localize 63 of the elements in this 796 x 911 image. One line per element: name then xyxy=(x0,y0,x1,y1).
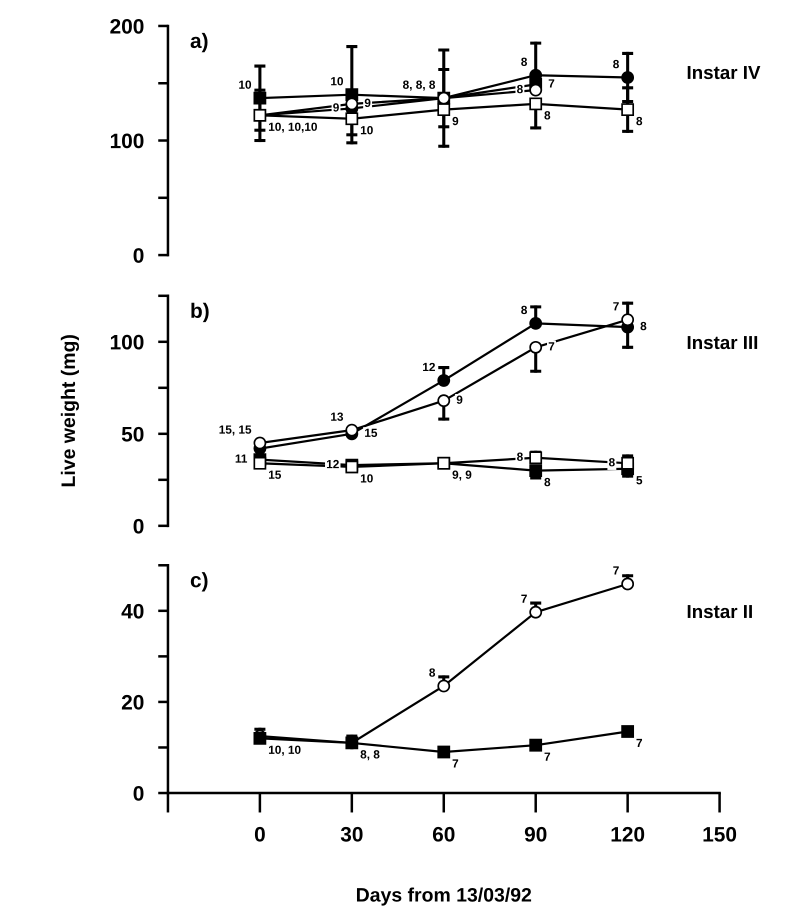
annotation: 8 xyxy=(640,322,646,330)
y-tick-label: 0 xyxy=(134,248,144,263)
annotation: 8, 8, 8 xyxy=(402,80,436,91)
annotation: 10 xyxy=(239,80,252,89)
annotation: 7 xyxy=(613,302,619,310)
annotation: b) xyxy=(191,302,209,322)
annotation: 10, 10 xyxy=(268,746,301,756)
annotation: 8 xyxy=(608,458,615,466)
annotation: 8 xyxy=(517,452,523,461)
annotation: 12 xyxy=(423,362,435,372)
annotation: 7 xyxy=(548,79,554,88)
annotation: 8 xyxy=(429,668,436,677)
y-tick-label: 0 xyxy=(134,518,144,534)
annotation: Instar II xyxy=(688,605,752,618)
annotation: 9 xyxy=(452,116,458,126)
annotation: 11 xyxy=(236,454,248,463)
y-tick-label: 40 xyxy=(121,604,144,619)
annotation: 15 xyxy=(365,428,378,437)
y-tick-label: 20 xyxy=(122,694,144,710)
x-tick-label: 30 xyxy=(340,826,363,842)
annotation: 7 xyxy=(452,759,458,768)
annotation: 8 xyxy=(521,58,528,66)
annotation: 8 xyxy=(613,60,619,68)
annotation: 9 xyxy=(364,98,370,108)
annotation: 9, 9 xyxy=(452,470,472,481)
y-tick-label: 200 xyxy=(110,18,144,34)
annotation: c) xyxy=(190,572,208,592)
annotation: 7 xyxy=(544,752,550,761)
annotation: 8 xyxy=(636,116,642,126)
annotation: 13 xyxy=(331,412,344,421)
annotation: 10 xyxy=(360,126,373,134)
x-tick-label: 120 xyxy=(612,826,644,842)
x-tick-label: 60 xyxy=(432,826,455,842)
annotation: a) xyxy=(190,32,208,52)
annotation: 9 xyxy=(456,396,462,404)
x-tick-label: 90 xyxy=(524,826,546,842)
y-tick-label: 100 xyxy=(110,134,144,148)
annotation: 10, 10,10 xyxy=(268,122,317,133)
annotation: 10 xyxy=(331,77,344,86)
annotation: 8, 8 xyxy=(360,750,380,760)
annotation: 7 xyxy=(548,342,554,350)
annotation: 8 xyxy=(517,84,523,94)
annotation: Instar IV xyxy=(688,66,760,80)
annotation: 7 xyxy=(636,738,642,748)
x-tick-label: 0 xyxy=(254,826,265,842)
annotation: 9 xyxy=(333,103,339,112)
annotation: 15, 15 xyxy=(219,426,252,436)
annotation: 10 xyxy=(360,474,373,483)
annotation: 8 xyxy=(544,478,550,486)
annotation: 8 xyxy=(521,306,528,314)
annotation: 12 xyxy=(326,460,339,468)
annotation: Instar III xyxy=(688,336,758,350)
y-tick-label: 0 xyxy=(134,786,144,801)
y-axis-title: Live weight (mg) xyxy=(60,335,80,486)
y-tick-label: 100 xyxy=(110,334,144,350)
annotation: 8 xyxy=(544,111,550,120)
x-tick-label: 150 xyxy=(704,826,736,842)
x-axis-title: Days from 13/03/92 xyxy=(356,887,532,906)
annotation: 7 xyxy=(521,594,527,603)
y-tick-label: 50 xyxy=(122,426,144,442)
annotation: 5 xyxy=(636,476,642,484)
annotation: 7 xyxy=(613,566,619,575)
annotation: 15 xyxy=(268,470,282,479)
